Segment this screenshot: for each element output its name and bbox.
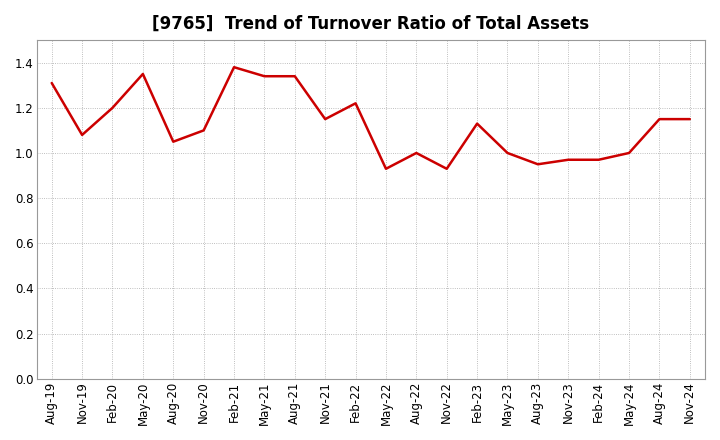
Title: [9765]  Trend of Turnover Ratio of Total Assets: [9765] Trend of Turnover Ratio of Total … xyxy=(152,15,590,33)
